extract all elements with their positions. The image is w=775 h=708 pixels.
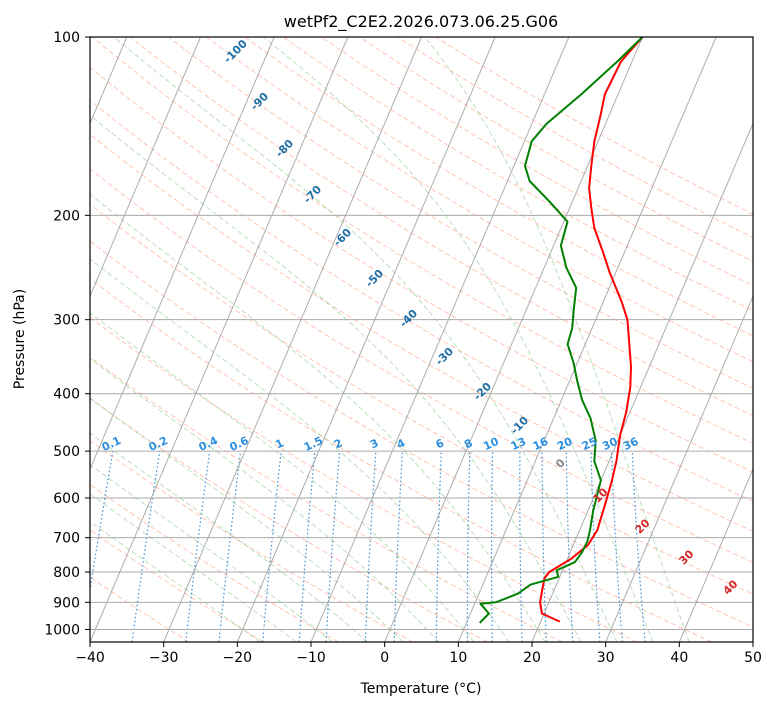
moist-adiabat xyxy=(90,464,333,642)
isotherm xyxy=(163,37,422,642)
dry-adiabat xyxy=(90,397,488,642)
mixing-ratio-label: 30 xyxy=(600,435,620,453)
dry-adiabat xyxy=(90,529,264,642)
isotherm xyxy=(678,467,753,642)
mixing-ratio-line xyxy=(185,451,211,642)
y-tick-label: 500 xyxy=(53,444,80,460)
dry-adiabat xyxy=(206,37,753,363)
dry-adiabat xyxy=(90,168,753,563)
isotherm xyxy=(384,37,643,642)
dry-adiabat xyxy=(90,483,339,642)
dry-adiabat xyxy=(90,133,753,533)
x-tick-label: 10 xyxy=(449,650,467,666)
moist-adiabat xyxy=(90,432,368,642)
mixing-ratio-line xyxy=(262,451,282,642)
x-axis-title: Temperature (°C) xyxy=(360,681,482,697)
isotherm xyxy=(236,37,496,642)
dry-adiabat xyxy=(90,240,753,628)
isotherm xyxy=(90,37,201,298)
dry-adiabat xyxy=(90,99,753,502)
x-tick-label: 40 xyxy=(670,650,688,666)
mixing-ratio-line xyxy=(298,451,316,642)
mixing-ratio-label: 20 xyxy=(555,435,575,453)
y-tick-label: 200 xyxy=(53,208,80,224)
y-tick-label: 1000 xyxy=(44,622,80,638)
mixing-ratio-line xyxy=(90,450,114,594)
isotherm xyxy=(605,295,753,642)
x-axis: −40 −30 −20 −10 0 10 20 30 40 50 xyxy=(75,642,762,666)
dry-adiabat xyxy=(90,316,638,642)
y-tick-label: 700 xyxy=(53,531,80,547)
y-axis-title: Pressure (hPa) xyxy=(12,289,28,389)
plot-frame xyxy=(89,36,754,643)
dry-adiabat xyxy=(90,203,753,595)
moist-adiabat xyxy=(113,37,618,642)
background-lines xyxy=(90,37,753,642)
y-tick-label: 300 xyxy=(53,313,80,329)
moist-adiabat xyxy=(263,37,654,642)
y-tick-label: 900 xyxy=(53,595,80,611)
y-tick-label: 800 xyxy=(53,565,80,581)
isotherm xyxy=(310,37,570,642)
x-tick-label: −40 xyxy=(75,650,105,666)
chart-title: wetPf2_C2E2.2026.073.06.25.G06 xyxy=(284,12,558,32)
y-tick-label: 400 xyxy=(53,387,80,403)
y-tick-label: 600 xyxy=(53,491,80,507)
mixing-ratio-line xyxy=(218,451,242,642)
moist-adiabat xyxy=(90,312,475,642)
isotherm xyxy=(531,122,753,642)
x-tick-label: 0 xyxy=(380,650,389,666)
dry-adiabat xyxy=(168,37,753,389)
dry-adiabat xyxy=(90,66,753,473)
mixing-ratio-label: 16 xyxy=(531,435,551,453)
moist-adiabat xyxy=(424,37,690,642)
mixing-ratio-label: 36 xyxy=(621,435,641,453)
x-tick-label: −30 xyxy=(149,650,179,666)
dry-adiabat xyxy=(90,278,712,642)
sounding-series xyxy=(478,37,644,624)
y-axis: 100 200 300 400 500 600 700 800 900 1000 xyxy=(44,30,90,638)
x-tick-label: −20 xyxy=(223,650,253,666)
dry-adiabat xyxy=(282,37,753,312)
x-tick-label: 30 xyxy=(597,650,615,666)
moist-adiabat xyxy=(90,193,546,642)
isotherm xyxy=(457,37,717,642)
mixing-ratio-label: 25 xyxy=(580,435,599,453)
x-tick-label: 50 xyxy=(744,650,762,666)
moist-adiabat xyxy=(90,357,439,642)
moist-adiabat xyxy=(90,521,261,642)
mixing-ratio-label: 10 xyxy=(481,435,501,453)
moist-adiabat xyxy=(90,258,510,642)
mixing-ratio-line xyxy=(631,451,646,642)
x-tick-label: 20 xyxy=(523,650,541,666)
mixing-ratio-label: 13 xyxy=(509,435,528,453)
dry-adiabat xyxy=(244,37,753,337)
y-tick-label: 100 xyxy=(53,30,80,46)
moist-adiabat xyxy=(90,114,582,642)
x-tick-label: −10 xyxy=(296,650,326,666)
temperature-line xyxy=(539,37,644,623)
dry-adiabat xyxy=(90,356,563,642)
isotherm xyxy=(90,37,349,642)
isotherm xyxy=(90,37,275,471)
dewpoint-line xyxy=(478,37,644,624)
